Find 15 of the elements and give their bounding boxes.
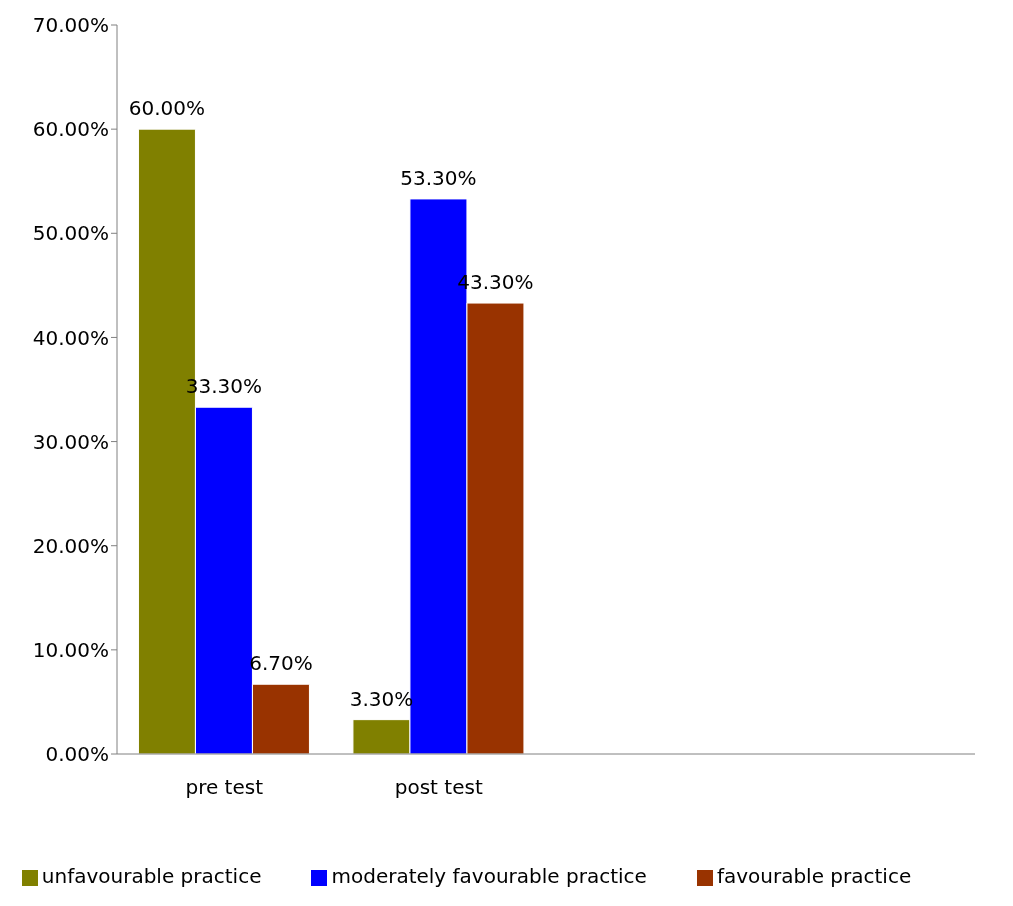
y-tick-label: 70.00% [32, 13, 109, 38]
y-tick-label: 20.00% [32, 533, 109, 558]
x-tick-label: post test [394, 775, 483, 800]
legend-label: moderately favourable practice [331, 864, 647, 888]
legend-label: favourable practice [716, 864, 912, 888]
legend-label: unfavourable practice [41, 864, 262, 888]
y-tick-label: 30.00% [32, 429, 109, 454]
x-tick-label: pre test [185, 775, 264, 800]
y-tick-label: 10.00% [32, 637, 109, 662]
y-tick-label: 40.00% [32, 325, 109, 350]
y-tick-label: 0.00% [45, 742, 109, 767]
y-tick-label: 60.00% [32, 117, 109, 142]
data-label: 60.00% [128, 96, 206, 121]
y-tick-label: 50.00% [32, 221, 109, 246]
data-label: 53.30% [400, 165, 477, 190]
